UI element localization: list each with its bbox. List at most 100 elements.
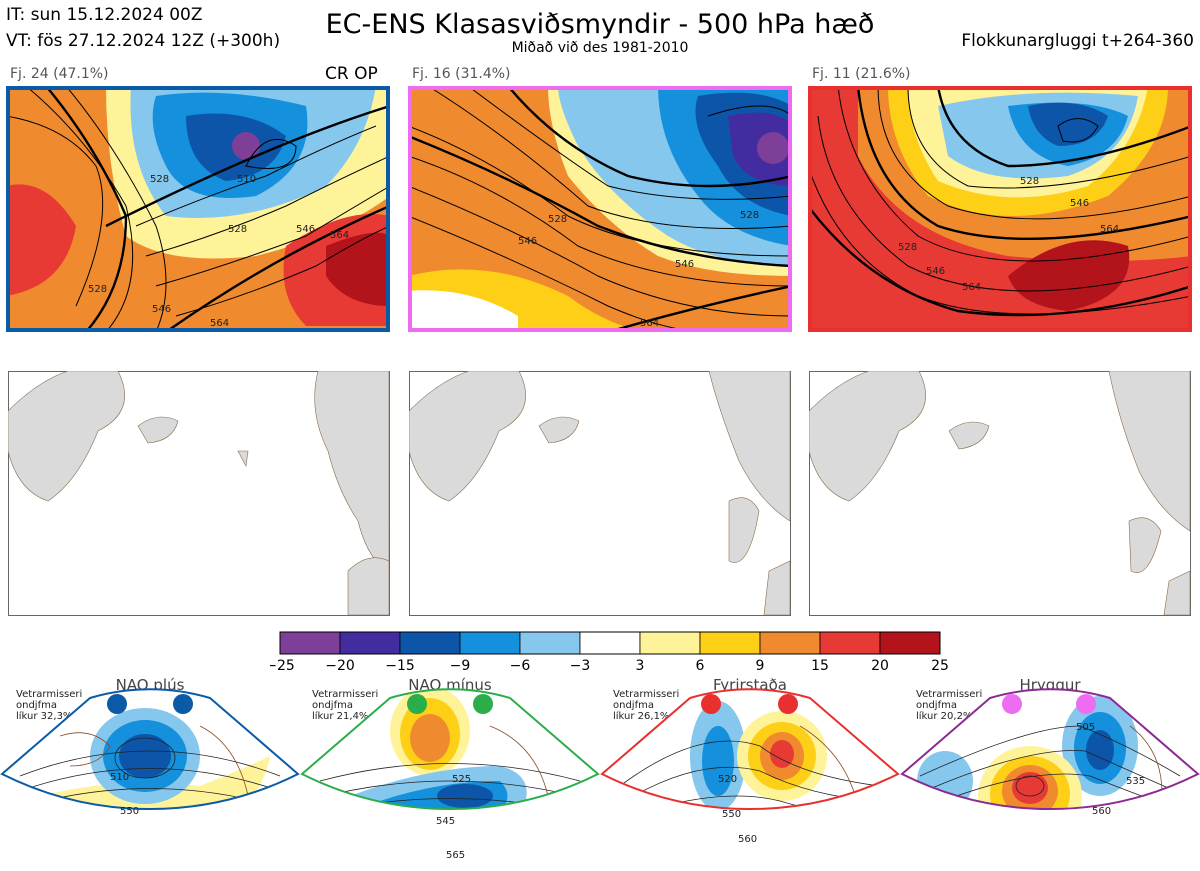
colorbar-swatch: [759, 631, 821, 655]
valid-time: VT: fös 27.12.2024 12Z (+300h): [6, 31, 281, 51]
regime-meta-line: ondjfma: [16, 700, 57, 711]
regime-meta-line: Vetrarmisseri: [312, 689, 379, 700]
contour-label: 510: [110, 772, 129, 783]
contour-label: 535: [1126, 776, 1145, 787]
colorbar-swatch: [519, 631, 581, 655]
colorbar-tick-label: −6: [510, 658, 531, 674]
colorbar-tick-label: 6: [696, 658, 705, 674]
contour-label: 550: [722, 809, 741, 820]
contour-label: 528: [150, 174, 169, 185]
greenland-landmass: [809, 371, 926, 502]
colorbar-ticks: −25 −20 −15 −9 −6 −3 3 6 9 15 20 25: [270, 658, 949, 674]
contour-label: 525: [452, 774, 471, 785]
colorbar-tick-label: 25: [931, 658, 949, 674]
faroe-islands: [237, 450, 249, 467]
contour-label: 564: [330, 230, 349, 241]
contour-label: 528: [88, 284, 107, 295]
regime-marker-dot: [473, 694, 493, 714]
continental-europe-landmass: [1163, 570, 1191, 616]
colorbar-swatch: [279, 631, 341, 655]
colorbar-tick-label: 3: [636, 658, 645, 674]
greenland-landmass: [409, 371, 526, 502]
greenland-landmass: [8, 371, 125, 502]
regime-meta-line: líkur 26,1%: [613, 711, 670, 722]
colorbar-swatches: [279, 631, 941, 655]
regime-marker-dot: [701, 694, 721, 714]
anomaly-extreme-negative-area: [757, 132, 789, 164]
regime-marker-dot: [1002, 694, 1022, 714]
regime-meta-line: ondjfma: [613, 700, 654, 711]
regime-meta-line: líkur 21,4%: [312, 711, 369, 722]
british-isles-landmass: [728, 497, 760, 563]
contour-label: 565: [446, 850, 465, 861]
land-map-1: [8, 371, 390, 616]
colorbar-swatch: [459, 631, 521, 655]
contour-label: 546: [926, 266, 945, 277]
regime-map-3-fill: [602, 689, 898, 810]
contour-label: 520: [718, 774, 737, 785]
cluster-map-2: [408, 86, 792, 332]
page-subtitle: Miðað við des 1981-2010: [511, 40, 689, 56]
regime-frame-1: [0, 688, 300, 810]
colorbar-swatch: [339, 631, 401, 655]
contour-label: 546: [152, 304, 171, 315]
height-contours-bold: [808, 86, 1192, 317]
colorbar-tick-label: 20: [871, 658, 889, 674]
regime-meta-line: Vetrarmisseri: [916, 689, 983, 700]
regime-meta-2: Vetrarmisseri ondjfma líkur 21,4%: [312, 689, 378, 722]
anomaly-extreme-negative-area: [232, 132, 260, 160]
anomaly-strong-positive-area: [1008, 240, 1130, 311]
colorbar-tick-label: 9: [756, 658, 765, 674]
regime-frame-4: [900, 688, 1200, 810]
regime-frame-2: [300, 688, 600, 810]
continental-europe-landmass: [347, 557, 390, 616]
contour-label: 564: [210, 318, 229, 329]
colorbar-tick-label: −15: [385, 658, 415, 674]
classification-window: Flokkunargluggi t+264-360: [961, 31, 1194, 51]
contour-label: 528: [1020, 176, 1039, 187]
colorbar-swatch: [819, 631, 881, 655]
cluster-frame: [408, 86, 792, 332]
colorbar-swatch: [879, 631, 941, 655]
land-map-3: [809, 371, 1191, 616]
cluster-frame: [6, 86, 390, 332]
contour-label: 546: [1070, 198, 1089, 209]
colorbar-swatch: [639, 631, 701, 655]
contour-label: 564: [962, 282, 981, 293]
height-contours: [6, 86, 390, 332]
iceland-landmass: [137, 416, 179, 444]
regime-meta-3: Vetrarmisseri ondjfma líkur 26,1%: [613, 689, 679, 722]
cluster-label-1: Fj. 24 (47.1%): [10, 66, 109, 82]
colorbar-outline: [279, 631, 941, 655]
contour-label: 510: [237, 174, 256, 185]
regime-marker-dot: [173, 694, 193, 714]
cluster-contour-labels: 528 510 528 546 564 528 546 564 528 546 …: [88, 174, 1119, 329]
cluster-label-2: Fj. 16 (31.4%): [412, 66, 511, 82]
contour-label: 505: [1076, 722, 1095, 733]
regime-maps: 510 550 525 545 565: [0, 688, 1200, 861]
scandinavia-landmass: [708, 371, 791, 522]
initial-time: IT: sun 15.12.2024 00Z: [6, 5, 203, 25]
regime-marker-dot: [407, 694, 427, 714]
contour-label: 564: [640, 318, 659, 329]
colorbar-swatch: [579, 631, 641, 655]
colorbar-tick-label: −3: [570, 658, 591, 674]
scandinavia-landmass: [1108, 371, 1191, 532]
cluster-frame: [808, 86, 1192, 332]
anomaly-positive-area: [6, 184, 76, 296]
regime-map-1-fill: [2, 689, 298, 810]
regime-marker-dot: [778, 694, 798, 714]
regime-meta-line: líkur 32,3%: [16, 711, 73, 722]
colorbar-tick-label: −20: [325, 658, 355, 674]
regime-frame-3: [600, 688, 900, 810]
contour-label: 528: [740, 210, 759, 221]
regime-map-2-fill: [302, 689, 598, 810]
page-title: EC-ENS Klasasviðsmyndir - 500 hPa hæð: [325, 9, 875, 40]
regime-meta-line: líkur 20,2%: [916, 711, 973, 722]
contour-label: 550: [120, 806, 139, 817]
contour-label: 560: [1092, 806, 1111, 817]
contour-label: 546: [296, 224, 315, 235]
contour-label: 528: [898, 242, 917, 253]
contour-label: 528: [228, 224, 247, 235]
contour-label: 528: [548, 214, 567, 225]
